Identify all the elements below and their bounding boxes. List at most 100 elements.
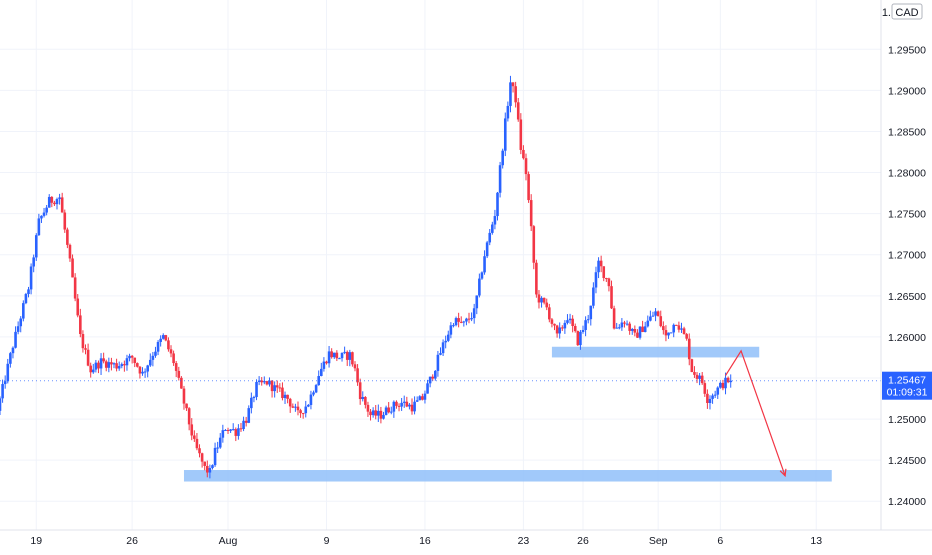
candle-body xyxy=(612,308,616,329)
candle-body xyxy=(579,331,582,346)
candle-body xyxy=(540,297,543,303)
candle-body xyxy=(371,410,375,416)
candle-body xyxy=(9,353,12,364)
candle-body xyxy=(356,368,359,383)
candle-body xyxy=(592,287,595,306)
candle-body xyxy=(138,366,142,374)
candle-body xyxy=(1,384,4,399)
candle-body xyxy=(234,429,238,436)
candle-body xyxy=(649,316,652,321)
candle-body xyxy=(628,323,631,331)
candle-body xyxy=(700,375,704,384)
candle-body xyxy=(146,365,149,372)
candle-body xyxy=(674,324,678,326)
candle-body xyxy=(558,327,561,334)
candle-body xyxy=(454,318,458,326)
candle-body xyxy=(439,353,442,355)
candle-body xyxy=(664,330,668,336)
candle-body xyxy=(519,119,523,150)
price-tick-label: 1.25000 xyxy=(888,414,926,426)
candle-body xyxy=(79,315,82,335)
candle-body xyxy=(208,468,212,473)
candle-body xyxy=(169,349,173,354)
candle-body xyxy=(198,448,201,454)
candle-body xyxy=(102,358,105,362)
candle-body xyxy=(242,420,245,430)
currency-badge[interactable]: 1. CAD xyxy=(882,3,923,20)
candle-body xyxy=(511,82,515,87)
candle-body xyxy=(599,260,603,267)
candle-body xyxy=(573,325,577,332)
candle-body xyxy=(120,364,124,367)
candle-body xyxy=(441,342,445,354)
candle-body xyxy=(351,352,354,365)
candle-body xyxy=(195,438,199,449)
candle-body xyxy=(713,394,717,396)
candle-body xyxy=(656,311,660,317)
candle-body xyxy=(257,380,261,382)
candle-body xyxy=(60,197,64,213)
candle-body xyxy=(708,398,712,404)
candle-body xyxy=(659,316,663,327)
time-tick-label: 23 xyxy=(518,535,530,547)
price-tick-label: 1.27500 xyxy=(888,209,926,221)
candle-body xyxy=(58,197,61,200)
currency-label: CAD xyxy=(895,7,918,19)
candle-body xyxy=(211,465,214,469)
candle-body xyxy=(332,352,336,358)
candle-body xyxy=(693,372,696,375)
candle-body xyxy=(532,226,536,263)
candle-body xyxy=(387,407,390,413)
candle-body xyxy=(322,361,326,369)
candle-body xyxy=(382,414,385,419)
candle-body xyxy=(156,341,160,352)
candle-body xyxy=(76,298,80,316)
time-tick-label: 19 xyxy=(30,535,42,547)
time-tick-label: 9 xyxy=(324,535,330,547)
candle-body xyxy=(24,294,28,304)
candle-body xyxy=(571,318,574,326)
price-axis[interactable]: 1.240001.245001.250001.255001.260001.265… xyxy=(880,0,926,530)
candle-body xyxy=(299,410,302,414)
candle-body xyxy=(410,404,414,412)
candle-body xyxy=(270,380,274,392)
candle-body xyxy=(239,428,243,430)
candle-body xyxy=(94,362,98,370)
time-axis[interactable]: 19 26 Aug 9 16 23 26 Sep 6 13 xyxy=(0,529,932,547)
candle-body xyxy=(706,393,709,404)
candle-body xyxy=(84,348,87,350)
candle-body xyxy=(50,196,54,203)
candle-body xyxy=(503,118,507,151)
candle-body xyxy=(493,216,497,225)
candle-body xyxy=(594,272,598,288)
candle-body xyxy=(143,371,147,373)
candle-body xyxy=(66,229,69,245)
lower-zone[interactable] xyxy=(183,470,832,482)
current-price-tag[interactable]: 1.25467 01:09:31 xyxy=(882,371,932,400)
candle-body xyxy=(496,192,499,217)
candle-body xyxy=(45,207,48,213)
candle-body xyxy=(568,318,572,321)
candle-body xyxy=(250,397,253,409)
candle-body xyxy=(607,278,611,287)
candles xyxy=(0,75,733,479)
upper-zone[interactable] xyxy=(551,346,760,358)
candle-body xyxy=(27,289,30,295)
candle-body xyxy=(667,332,670,336)
candle-body xyxy=(475,295,479,309)
candle-body xyxy=(506,105,510,119)
candle-body xyxy=(426,383,429,394)
candle-body xyxy=(338,358,341,360)
price-tick-label: 1.29000 xyxy=(888,85,926,97)
candle-body xyxy=(690,359,694,373)
candle-body xyxy=(307,404,310,407)
candle-body xyxy=(247,408,251,423)
candle-body xyxy=(560,327,564,329)
candle-body xyxy=(252,397,256,399)
candle-body xyxy=(255,381,258,398)
candle-body xyxy=(548,307,551,320)
candle-body xyxy=(672,324,676,333)
candle-body xyxy=(498,165,502,193)
